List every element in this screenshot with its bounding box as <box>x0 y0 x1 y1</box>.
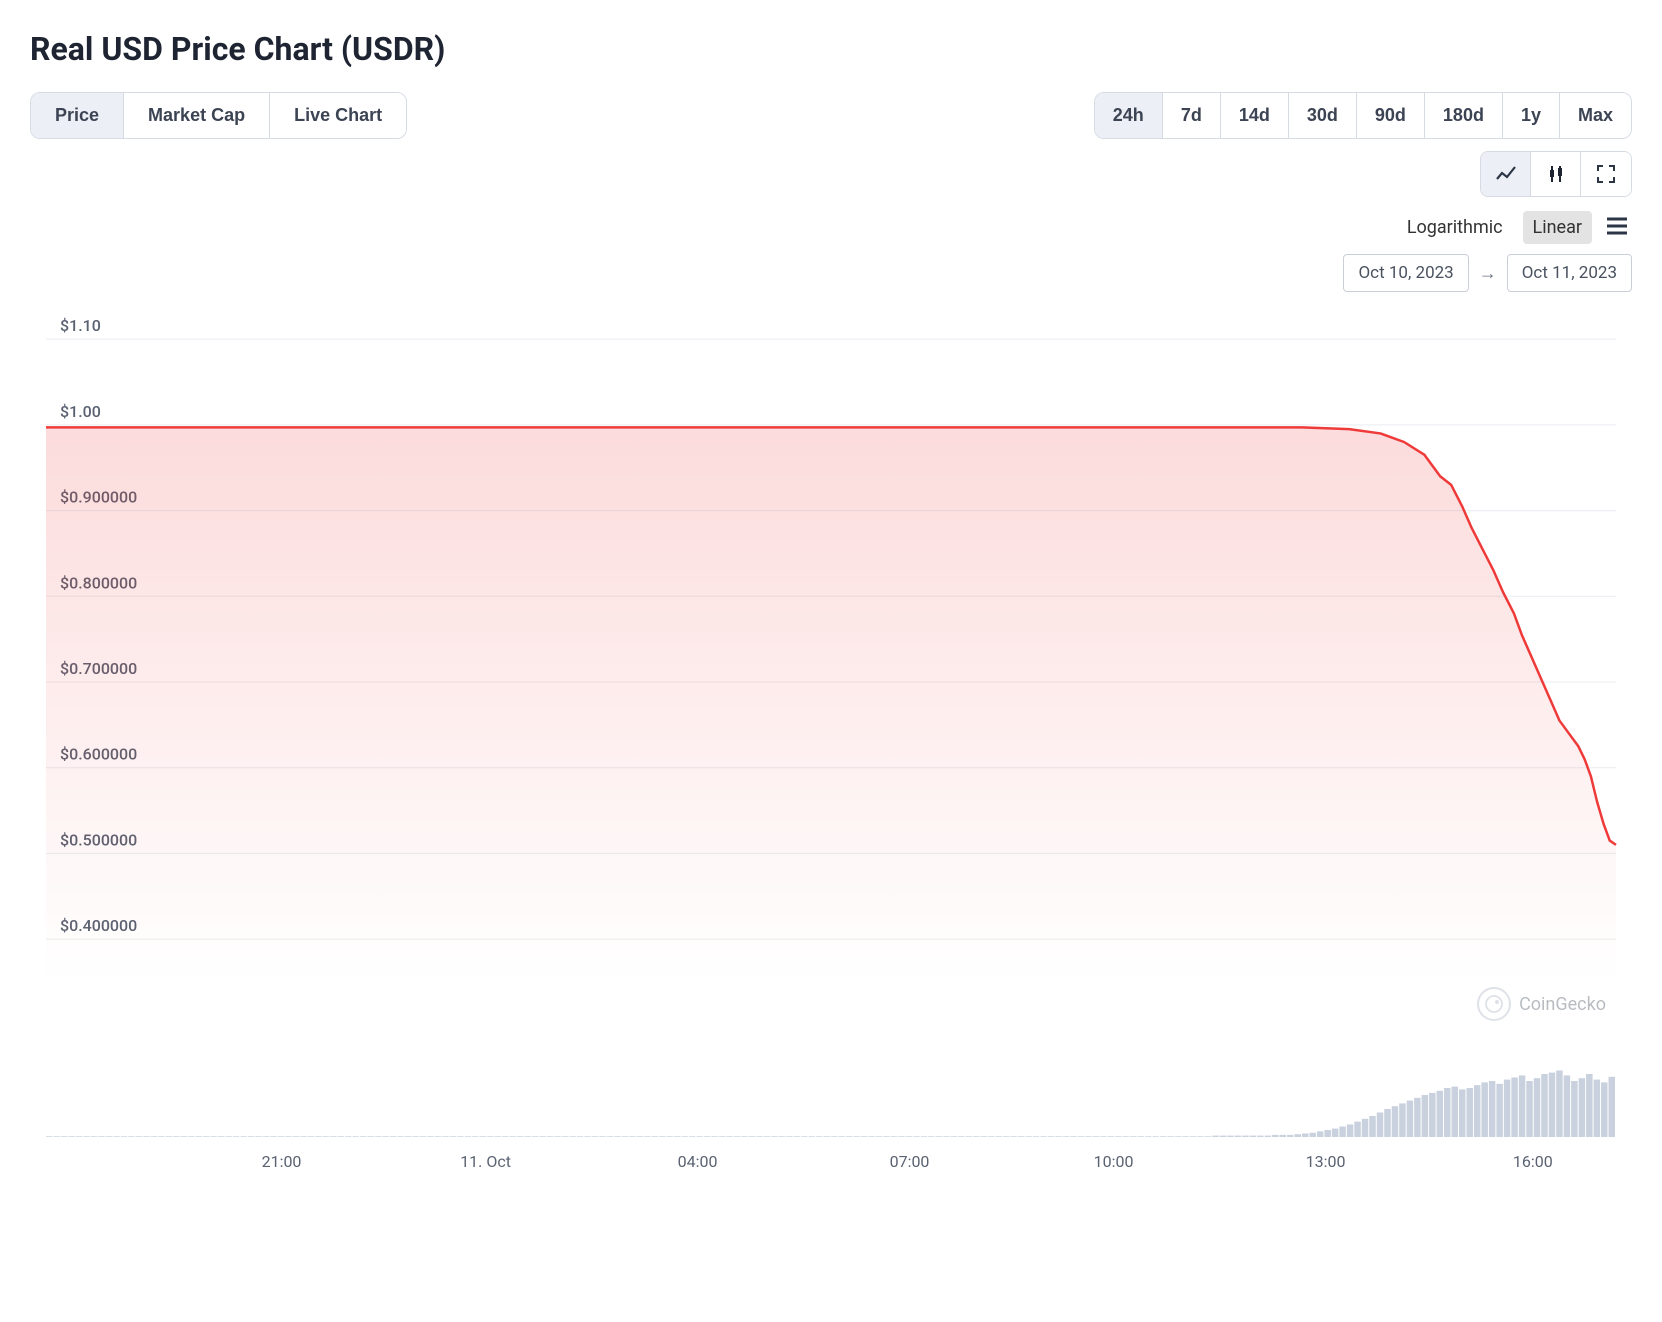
scale-row: Logarithmic Linear <box>30 211 1632 244</box>
chart-icon-row <box>30 151 1632 197</box>
date-range-row: Oct 10, 2023 → Oct 11, 2023 <box>30 254 1632 292</box>
line-chart-icon <box>1496 165 1516 183</box>
scale-linear[interactable]: Linear <box>1523 211 1592 244</box>
view-tab-market-cap[interactable]: Market Cap <box>124 93 270 138</box>
candlestick-icon <box>1546 164 1566 184</box>
controls-row: PriceMarket CapLive Chart 24h7d14d30d90d… <box>30 92 1632 139</box>
svg-text:13:00: 13:00 <box>1306 1152 1346 1171</box>
date-from[interactable]: Oct 10, 2023 <box>1343 254 1468 292</box>
svg-text:21:00: 21:00 <box>262 1152 302 1171</box>
view-tab-live-chart[interactable]: Live Chart <box>270 93 406 138</box>
svg-text:10:00: 10:00 <box>1094 1152 1134 1171</box>
svg-text:07:00: 07:00 <box>890 1152 930 1171</box>
watermark: CoinGecko <box>1477 987 1606 1021</box>
svg-text:11. Oct: 11. Oct <box>460 1152 511 1171</box>
chart-menu-button[interactable] <box>1602 213 1632 243</box>
range-tabs: 24h7d14d30d90d180d1yMax <box>1094 92 1632 139</box>
chart-type-group <box>1480 151 1632 197</box>
date-to[interactable]: Oct 11, 2023 <box>1507 254 1632 292</box>
chart-container: $1.10$1.00$0.900000$0.800000$0.700000$0.… <box>36 312 1626 1196</box>
hamburger-icon <box>1606 217 1628 235</box>
range-tab-7d[interactable]: 7d <box>1163 93 1221 138</box>
page-title: Real USD Price Chart (USDR) <box>30 30 1632 68</box>
range-tab-14d[interactable]: 14d <box>1221 93 1289 138</box>
coingecko-logo-icon <box>1477 987 1511 1021</box>
candlestick-icon-button[interactable] <box>1531 152 1581 196</box>
fullscreen-icon <box>1597 165 1615 183</box>
price-chart[interactable]: $1.10$1.00$0.900000$0.800000$0.700000$0.… <box>36 312 1626 1192</box>
range-tab-30d[interactable]: 30d <box>1289 93 1357 138</box>
svg-text:$1.10: $1.10 <box>60 316 101 335</box>
svg-text:04:00: 04:00 <box>678 1152 718 1171</box>
fullscreen-icon-button[interactable] <box>1581 152 1631 196</box>
range-tab-90d[interactable]: 90d <box>1357 93 1425 138</box>
view-tab-price[interactable]: Price <box>31 93 124 138</box>
arrow-right-icon: → <box>1479 263 1497 284</box>
range-tab-1y[interactable]: 1y <box>1503 93 1560 138</box>
watermark-text: CoinGecko <box>1519 994 1606 1015</box>
view-tabs: PriceMarket CapLive Chart <box>30 92 407 139</box>
line-chart-icon-button[interactable] <box>1481 152 1531 196</box>
scale-log[interactable]: Logarithmic <box>1397 211 1513 244</box>
svg-text:16:00: 16:00 <box>1513 1152 1553 1171</box>
svg-text:$1.00: $1.00 <box>60 402 101 421</box>
range-tab-24h[interactable]: 24h <box>1095 93 1163 138</box>
range-tab-max[interactable]: Max <box>1560 93 1631 138</box>
range-tab-180d[interactable]: 180d <box>1425 93 1503 138</box>
